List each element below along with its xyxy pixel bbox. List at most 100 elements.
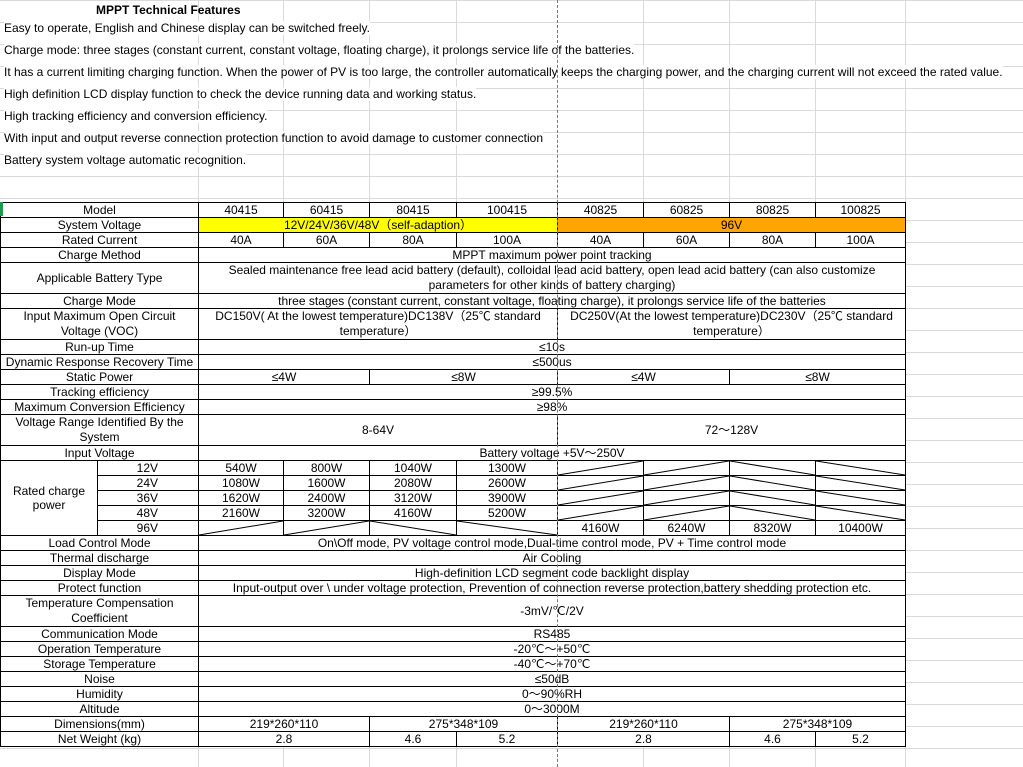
spec-value[interactable]: 100415	[456, 202, 558, 218]
spec-label[interactable]: Charge Method	[0, 247, 199, 263]
spec-value[interactable]: -20℃～+50℃	[198, 641, 906, 657]
empty-cell[interactable]	[557, 490, 644, 506]
spec-label[interactable]: Rated charge power	[0, 460, 98, 536]
spec-value[interactable]: 1300W	[456, 460, 558, 476]
empty-cell[interactable]	[557, 475, 644, 491]
spec-value[interactable]: ≤8W	[369, 369, 558, 385]
spec-value[interactable]: 2080W	[369, 475, 457, 491]
spec-label[interactable]: Maximum Conversion Efficiency	[0, 399, 199, 415]
spec-value[interactable]: 80A	[729, 232, 816, 248]
empty-cell[interactable]	[643, 505, 730, 521]
spec-value[interactable]: 4.6	[369, 731, 457, 747]
spec-value[interactable]: 0～3000M	[198, 701, 906, 717]
empty-cell[interactable]	[643, 490, 730, 506]
spec-value[interactable]: On\Off mode, PV voltage control mode,Dua…	[198, 535, 906, 551]
spec-value[interactable]: 100825	[815, 202, 906, 218]
spec-label[interactable]: Altitude	[0, 701, 199, 717]
spec-value[interactable]: Battery voltage +5V～250V	[198, 445, 906, 461]
spec-value[interactable]: 80415	[369, 202, 457, 218]
spec-label[interactable]: Voltage Range Identified By the System	[0, 414, 199, 446]
feature-line[interactable]: It has a current limiting charging funct…	[4, 65, 1003, 79]
spec-value[interactable]: 60A	[283, 232, 370, 248]
spec-label[interactable]: Noise	[0, 671, 199, 687]
empty-cell[interactable]	[198, 520, 284, 536]
empty-cell[interactable]	[815, 475, 906, 491]
empty-cell[interactable]	[815, 505, 906, 521]
voltage-label[interactable]: 12V	[97, 460, 199, 476]
empty-cell[interactable]	[729, 460, 816, 476]
spec-label[interactable]: Load Control Mode	[0, 535, 199, 551]
spec-value[interactable]: 80A	[369, 232, 457, 248]
feature-line[interactable]: High definition LCD display function to …	[4, 87, 477, 101]
spec-value[interactable]: 60825	[643, 202, 730, 218]
spec-label[interactable]: Display Mode	[0, 565, 199, 581]
spec-value[interactable]: 4160W	[369, 505, 457, 521]
spec-value[interactable]: Sealed maintenance free lead acid batter…	[198, 262, 906, 294]
spec-value[interactable]: 3200W	[283, 505, 370, 521]
spec-value[interactable]: 10400W	[815, 520, 906, 536]
spec-value[interactable]: ≥98%	[198, 399, 906, 415]
spec-value[interactable]: 8-64V	[198, 414, 558, 446]
spec-value[interactable]: ≤50dB	[198, 671, 906, 687]
spec-value[interactable]: RS485	[198, 626, 906, 642]
spec-value[interactable]: 219*260*110	[557, 716, 730, 732]
spec-value[interactable]: 96V	[557, 217, 906, 233]
spec-label[interactable]: Rated Current	[0, 232, 199, 248]
feature-line[interactable]: With input and output reverse connection…	[4, 131, 543, 145]
spec-value[interactable]: 40A	[557, 232, 644, 248]
spec-label[interactable]: Dimensions(mm)	[0, 716, 199, 732]
spec-label[interactable]: Tracking efficiency	[0, 384, 199, 400]
spec-value[interactable]: 5200W	[456, 505, 558, 521]
voltage-label[interactable]: 48V	[97, 505, 199, 521]
spec-value[interactable]: 40A	[198, 232, 284, 248]
spec-value[interactable]: ≥99.5%	[198, 384, 906, 400]
spec-value[interactable]: DC250V(At the lowest temperature)DC230V（…	[557, 308, 906, 340]
empty-cell[interactable]	[729, 475, 816, 491]
spec-value[interactable]: 800W	[283, 460, 370, 476]
spec-label[interactable]: Input Maximum Open Circuit Voltage (VOC)	[0, 308, 199, 340]
empty-cell[interactable]	[815, 460, 906, 476]
spec-value[interactable]: ≤8W	[729, 369, 906, 385]
voltage-label[interactable]: 36V	[97, 490, 199, 506]
spec-value[interactable]: ≤4W	[198, 369, 370, 385]
spec-value[interactable]: -40℃～+70℃	[198, 656, 906, 672]
spec-value[interactable]: three stages (constant current, constant…	[198, 293, 906, 309]
voltage-label[interactable]: 24V	[97, 475, 199, 491]
spec-value[interactable]: High-definition LCD segment code backlig…	[198, 565, 906, 581]
spec-label[interactable]: Communication Mode	[0, 626, 199, 642]
feature-line[interactable]: High tracking efficiency and conversion …	[4, 109, 268, 123]
spec-value[interactable]: 6240W	[643, 520, 730, 536]
spec-value[interactable]: 2.8	[557, 731, 730, 747]
spec-value[interactable]: 100A	[815, 232, 906, 248]
spec-value[interactable]: 5.2	[456, 731, 558, 747]
spec-value[interactable]: MPPT maximum power point tracking	[198, 247, 906, 263]
spec-label[interactable]: Humidity	[0, 686, 199, 702]
empty-cell[interactable]	[557, 460, 644, 476]
spec-value[interactable]: 2160W	[198, 505, 284, 521]
spec-value[interactable]: ≤500us	[198, 354, 906, 370]
spec-label[interactable]: Model	[0, 202, 199, 218]
spec-value[interactable]: 60415	[283, 202, 370, 218]
spec-label[interactable]: Protect function	[0, 580, 199, 596]
empty-cell[interactable]	[283, 520, 370, 536]
spec-value[interactable]: ≤4W	[557, 369, 730, 385]
spec-value[interactable]: Input-output over \ under voltage protec…	[198, 580, 906, 596]
spec-value[interactable]: 60A	[643, 232, 730, 248]
spec-value[interactable]: 5.2	[815, 731, 906, 747]
spec-value[interactable]: Air Cooling	[198, 550, 906, 566]
empty-cell[interactable]	[729, 505, 816, 521]
empty-cell[interactable]	[643, 460, 730, 476]
spec-value[interactable]: 4160W	[557, 520, 644, 536]
feature-line[interactable]: Easy to operate, English and Chinese dis…	[4, 21, 370, 35]
spec-value[interactable]: 40825	[557, 202, 644, 218]
spec-value[interactable]: 4.6	[729, 731, 816, 747]
spec-label[interactable]: Dynamic Response Recovery Time	[0, 354, 199, 370]
spec-value[interactable]: 2400W	[283, 490, 370, 506]
spec-value[interactable]: 100A	[456, 232, 558, 248]
empty-cell[interactable]	[643, 475, 730, 491]
spec-value[interactable]: ≤10s	[198, 339, 906, 355]
spec-value[interactable]: 275*348*109	[369, 716, 558, 732]
spec-value[interactable]: 1040W	[369, 460, 457, 476]
spec-label[interactable]: Storage Temperature	[0, 656, 199, 672]
spec-value[interactable]: 1600W	[283, 475, 370, 491]
